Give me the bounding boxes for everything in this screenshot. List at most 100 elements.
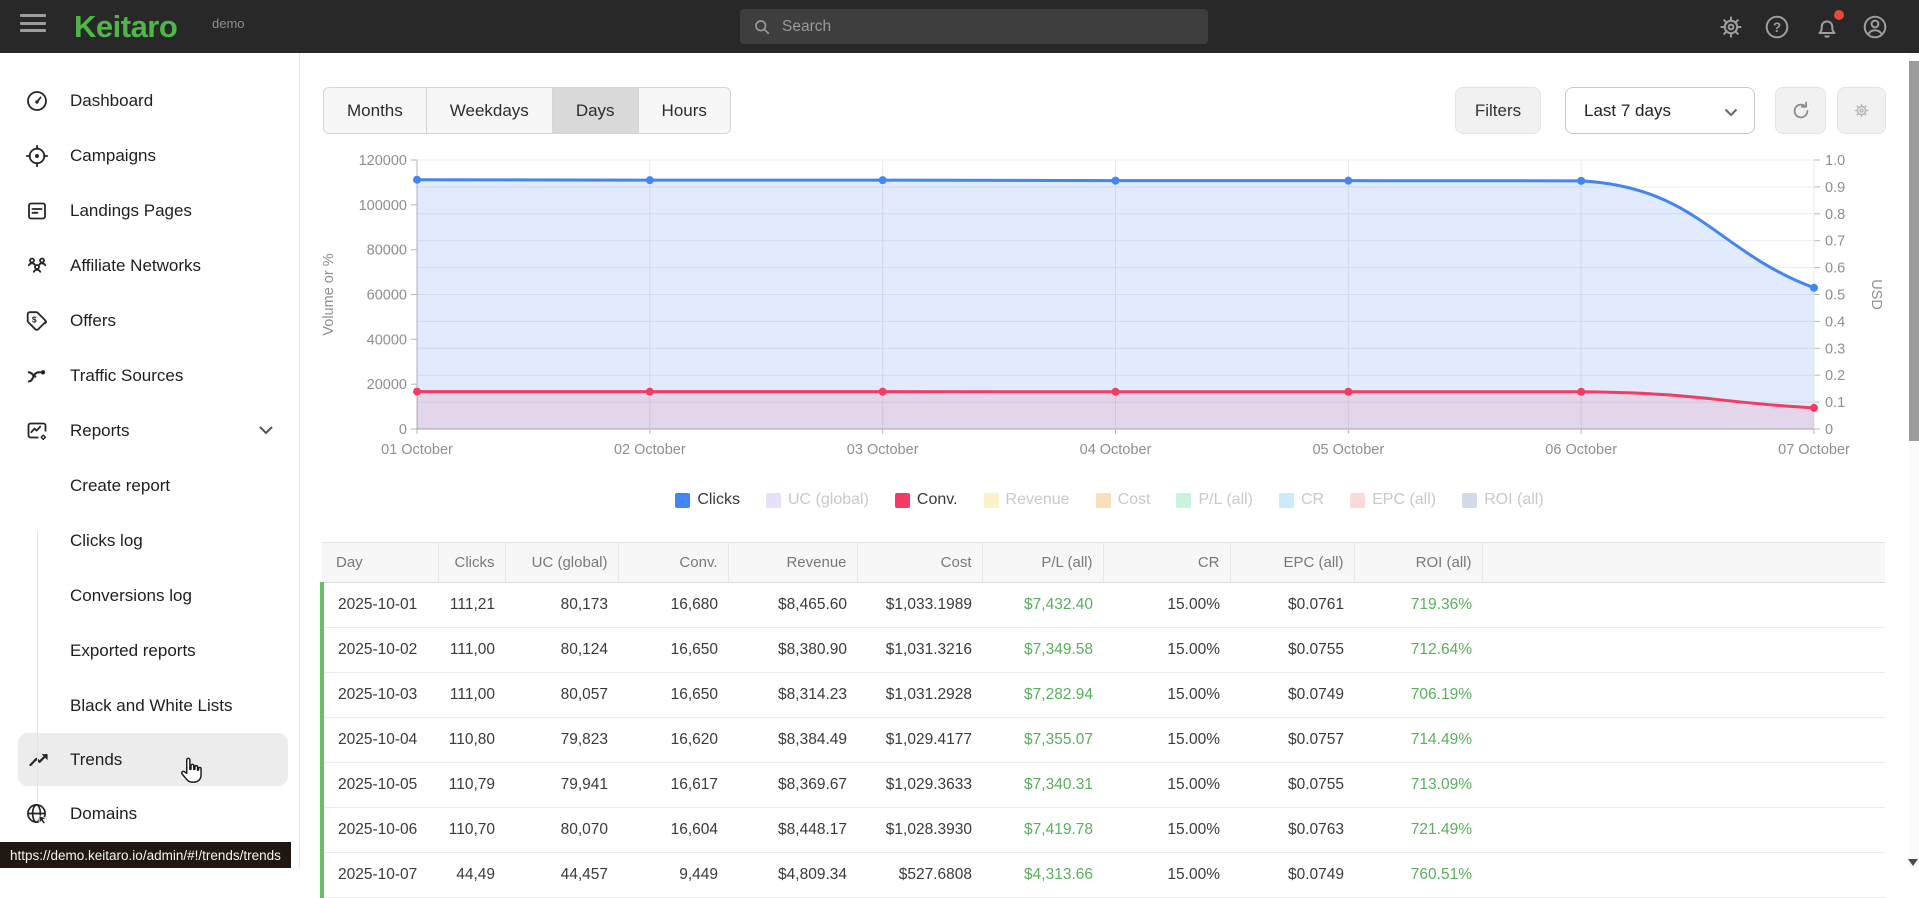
keitaro-logo[interactable]: Keitaro (74, 9, 177, 45)
legend-swatch (675, 493, 690, 508)
env-label: demo (212, 16, 245, 31)
legend-item[interactable]: Conv. (895, 491, 958, 509)
legend-label: ROI (all) (1484, 491, 1544, 509)
refresh-icon (1790, 100, 1812, 122)
column-header[interactable]: Cost (857, 543, 982, 583)
column-header[interactable]: Day (322, 543, 438, 583)
table-cell: $1,033.1989 (857, 583, 982, 628)
legend-item[interactable]: EPC (all) (1350, 491, 1436, 509)
table-cell: 760.51% (1354, 853, 1482, 898)
sidebar-item-dashboard[interactable]: Dashboard (0, 73, 299, 128)
table-cell: 2025-10-05 (322, 763, 438, 808)
table-cell: 15.00% (1103, 628, 1230, 673)
column-header[interactable]: Revenue (728, 543, 857, 583)
table-cell-filler (1482, 673, 1885, 718)
table-cell: 15.00% (1103, 718, 1230, 763)
table-cell: $7,355.07 (982, 718, 1103, 763)
legend-item[interactable]: CR (1279, 491, 1324, 509)
legend-label: P/L (all) (1198, 491, 1253, 509)
help-icon[interactable]: ? (1763, 13, 1791, 41)
sidebar-item-exported-reports[interactable]: Exported reports (0, 623, 299, 678)
svg-text:40000: 40000 (367, 332, 407, 348)
legend-item[interactable]: P/L (all) (1176, 491, 1253, 509)
table-cell: 44,457 (505, 853, 618, 898)
topbar: Keitaro demo ? (0, 0, 1919, 53)
scrollbar-down-arrow[interactable] (1908, 859, 1918, 866)
svg-text:0.9: 0.9 (1825, 180, 1845, 196)
sidebar-item-traffic-sources[interactable]: Traffic Sources (0, 348, 299, 403)
date-range-value: Last 7 days (1584, 101, 1671, 121)
sidebar-item-clicks-log[interactable]: Clicks log (0, 513, 299, 568)
global-search[interactable] (740, 9, 1208, 44)
legend-label: EPC (all) (1372, 491, 1436, 509)
sidebar-item-campaigns[interactable]: Campaigns (0, 128, 299, 183)
search-icon (752, 17, 772, 37)
svg-text:05 October: 05 October (1312, 442, 1384, 458)
table-cell: $4,313.66 (982, 853, 1103, 898)
table-cell: 16,617 (618, 763, 728, 808)
legend-item[interactable]: ROI (all) (1462, 491, 1544, 509)
table-cell: 721.49% (1354, 808, 1482, 853)
sidebar-item-create-report[interactable]: Create report (0, 458, 299, 513)
column-header[interactable]: CR (1103, 543, 1230, 583)
svg-text:Volume or %: Volume or % (321, 253, 337, 335)
legend-item[interactable]: Revenue (984, 491, 1070, 509)
table-cell: 2025-10-02 (322, 628, 438, 673)
column-header[interactable]: P/L (all) (982, 543, 1103, 583)
svg-text:20000: 20000 (367, 377, 407, 393)
svg-text:0.3: 0.3 (1825, 341, 1845, 357)
scrollbar-thumb[interactable] (1909, 61, 1919, 441)
sidebar-subitem-label: Clicks log (70, 531, 143, 551)
sidebar-item-black-and-white-lists[interactable]: Black and White Lists (0, 678, 299, 733)
legend-item[interactable]: Cost (1096, 491, 1151, 509)
table-cell: $7,282.94 (982, 673, 1103, 718)
account-icon[interactable] (1861, 13, 1889, 41)
sidebar-item-label: Landings Pages (70, 201, 192, 221)
table-cell: $1,031.2928 (857, 673, 982, 718)
table-cell: $8,380.90 (728, 628, 857, 673)
column-header[interactable]: Clicks (438, 543, 505, 583)
sidebar-item-offers[interactable]: $ Offers (0, 293, 299, 348)
table-cell: 712.64% (1354, 628, 1482, 673)
sidebar-item-conversions-log[interactable]: Conversions log (0, 568, 299, 623)
table-cell: 15.00% (1103, 808, 1230, 853)
table-cell: 111,00 (438, 628, 505, 673)
svg-text:0.4: 0.4 (1825, 314, 1845, 330)
traffic-sources-icon (25, 364, 49, 388)
legend-item[interactable]: UC (global) (766, 491, 869, 509)
column-header[interactable]: Conv. (618, 543, 728, 583)
table-cell: $7,432.40 (982, 583, 1103, 628)
svg-text:06 October: 06 October (1545, 442, 1617, 458)
sidebar-item-label: Domains (70, 804, 137, 824)
svg-text:07 October: 07 October (1778, 442, 1850, 458)
table-cell: $8,314.23 (728, 673, 857, 718)
column-header[interactable]: ROI (all) (1354, 543, 1482, 583)
search-input[interactable] (782, 18, 1162, 36)
sidebar-item-landings-pages[interactable]: Landings Pages (0, 183, 299, 238)
legend-item[interactable]: Clicks (675, 491, 740, 509)
table-cell: $7,419.78 (982, 808, 1103, 853)
sidebar-item-domains[interactable]: Domains (0, 786, 299, 841)
table-cell: 15.00% (1103, 583, 1230, 628)
table-cell: 16,650 (618, 628, 728, 673)
settings-icon[interactable] (1717, 13, 1745, 41)
sidebar-item-affiliate-networks[interactable]: Affiliate Networks (0, 238, 299, 293)
column-header[interactable]: UC (global) (505, 543, 618, 583)
page-scrollbar[interactable] (1909, 53, 1919, 868)
legend-swatch (1279, 493, 1294, 508)
legend-swatch (1350, 493, 1365, 508)
sidebar-item-reports[interactable]: Reports (0, 403, 299, 458)
svg-text:0.1: 0.1 (1825, 395, 1845, 411)
chevron-down-icon (258, 425, 274, 435)
menu-toggle-icon[interactable] (20, 14, 48, 38)
table-cell: $1,029.4177 (857, 718, 982, 763)
sidebar-item-trends[interactable]: Trends (18, 733, 288, 786)
table-cell: $7,340.31 (982, 763, 1103, 808)
table-cell: $8,465.60 (728, 583, 857, 628)
column-header[interactable]: EPC (all) (1230, 543, 1354, 583)
svg-text:0: 0 (399, 422, 407, 438)
sidebar-subitem-label: Conversions log (70, 586, 192, 606)
